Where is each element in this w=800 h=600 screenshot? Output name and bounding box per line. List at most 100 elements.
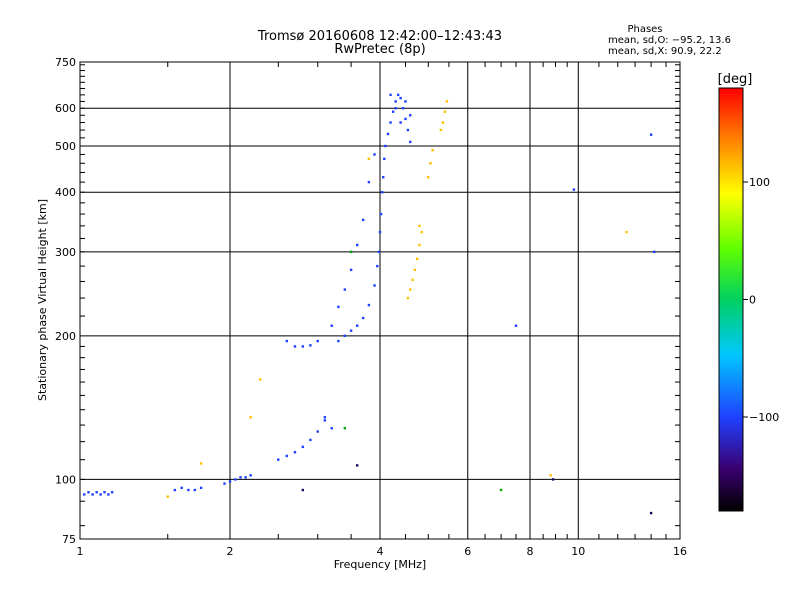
data-point (406, 296, 410, 300)
y-tick-label: 500 (55, 140, 76, 153)
y-tick-label: 400 (55, 186, 76, 199)
data-point (427, 176, 430, 179)
data-point (249, 416, 252, 419)
minor-ticks (80, 62, 680, 539)
data-point (323, 419, 327, 422)
x-tick-label: 6 (464, 545, 471, 558)
data-point (382, 176, 385, 179)
y-tick-label: 75 (62, 533, 76, 546)
data-point (166, 495, 169, 498)
data-point (373, 284, 376, 287)
data-point (309, 438, 312, 442)
x-tick-label: 16 (673, 545, 687, 558)
data-point (293, 451, 297, 454)
data-point (399, 121, 402, 124)
colorbar-tick-label: 0 (749, 294, 756, 307)
data-point (404, 100, 407, 103)
data-point (343, 288, 347, 291)
data-point (173, 488, 177, 492)
data-point (285, 339, 288, 343)
data-point (110, 491, 114, 494)
data-point (649, 133, 653, 136)
data-point (83, 493, 86, 496)
data-point (389, 93, 392, 97)
chart-subtitle: RwPretec (8p) (334, 42, 425, 57)
x-axis-label: Frequency [MHz] (334, 558, 426, 571)
y-tick-labels: 75 100 200 300 400 500 600 750 (55, 56, 76, 546)
data-point (399, 96, 402, 100)
phase-stats-o: mean, sd,O: −95.2, 13.6 (608, 35, 731, 46)
x-tick-labels: 1 2 4 6 8 10 16 (77, 545, 688, 558)
data-point (337, 305, 340, 309)
y-tick-label: 100 (55, 473, 76, 486)
data-point (380, 191, 384, 194)
x-tick-label: 2 (227, 545, 234, 558)
data-point (301, 445, 305, 449)
data-point (91, 493, 94, 496)
data-point (394, 107, 397, 110)
data-point (377, 250, 381, 254)
colorbar-label: [deg] (718, 72, 753, 87)
data-point (499, 488, 503, 492)
data-point (349, 250, 353, 254)
data-point (396, 93, 400, 97)
colorbar (718, 87, 744, 512)
x-tick-label: 10 (571, 545, 585, 558)
data-point (349, 268, 353, 272)
data-point (431, 148, 434, 152)
data-point (652, 250, 656, 254)
data-point (383, 157, 386, 161)
data-point (277, 458, 280, 461)
data-point (349, 329, 353, 332)
data-point (301, 345, 305, 348)
y-axis-label: Stationary phase Virtual Height [km] (36, 199, 49, 401)
data-point (309, 344, 312, 347)
data-point (316, 430, 319, 433)
data-point (343, 334, 347, 338)
colorbar-ticks: 100 0 −100 (743, 176, 779, 424)
data-point (187, 488, 190, 492)
data-point (87, 491, 90, 494)
data-point (386, 132, 390, 136)
y-tick-label: 200 (55, 330, 76, 343)
data-point (420, 230, 423, 234)
data-point (249, 474, 252, 477)
data-point (367, 180, 371, 184)
data-point (293, 345, 297, 348)
data-point (301, 488, 305, 492)
data-point (429, 162, 432, 165)
data-point (367, 157, 371, 161)
data-point (228, 480, 232, 483)
data-point (411, 278, 414, 282)
data-point (285, 454, 288, 458)
data-point (355, 324, 359, 327)
data-points (83, 93, 656, 515)
y-tick-label: 300 (55, 246, 76, 259)
data-point (99, 493, 102, 496)
phase-stats-x: mean, sd,X: 90.9, 22.2 (608, 46, 722, 57)
data-point (439, 128, 443, 132)
data-point (409, 140, 412, 144)
x-tick-label: 4 (377, 545, 384, 558)
data-point (418, 243, 421, 247)
y-tick-label: 600 (55, 102, 76, 115)
data-point (418, 224, 421, 228)
data-point (406, 128, 410, 132)
data-point (323, 416, 327, 419)
x-tick-label: 1 (77, 545, 84, 558)
data-point (404, 117, 407, 121)
data-point (223, 482, 226, 485)
data-point (103, 491, 106, 494)
chart-title: Tromsø 20160608 12:42:00–12:43:43 (257, 29, 502, 44)
data-point (355, 243, 359, 247)
data-point (549, 474, 552, 477)
data-point (445, 100, 449, 103)
grid-lines (80, 62, 680, 539)
data-point (180, 486, 183, 490)
data-point (330, 427, 333, 430)
data-point (384, 144, 387, 148)
data-point (389, 121, 392, 124)
data-point (409, 288, 412, 291)
data-point (373, 153, 376, 156)
data-point (376, 264, 379, 268)
